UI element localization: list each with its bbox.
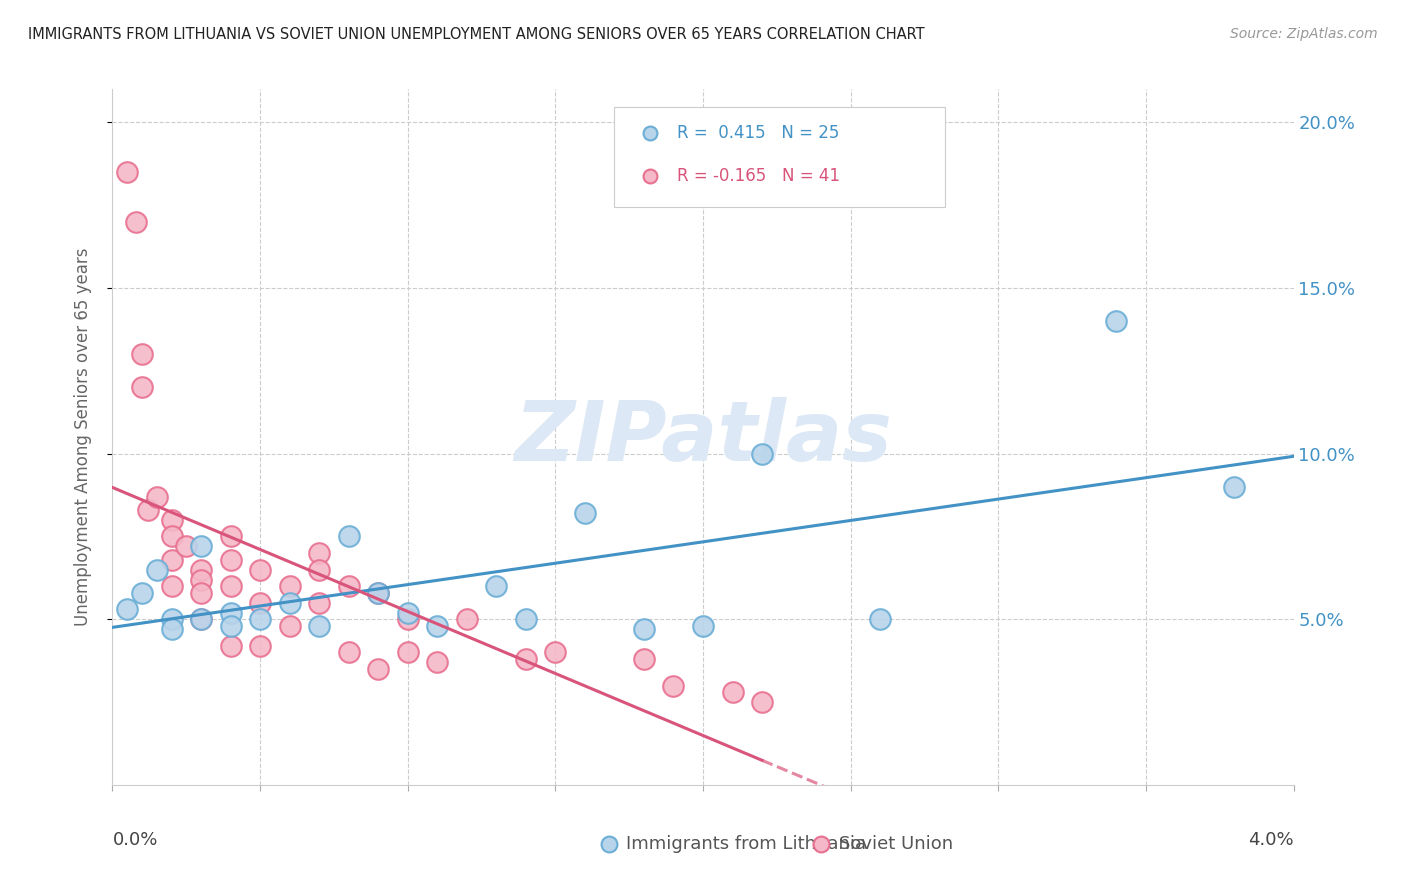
Point	[160, 513, 183, 527]
Point	[633, 652, 655, 666]
Point	[146, 490, 169, 504]
Point	[662, 679, 685, 693]
Point	[136, 503, 159, 517]
Point	[249, 612, 271, 626]
Point	[117, 602, 138, 616]
Point	[308, 596, 330, 610]
Point	[396, 645, 419, 659]
Point	[278, 619, 301, 633]
Point	[278, 596, 301, 610]
Point	[249, 596, 271, 610]
Point	[278, 579, 301, 593]
Point	[515, 652, 537, 666]
Text: Soviet Union: Soviet Union	[839, 835, 953, 853]
Point	[131, 380, 153, 394]
Point	[396, 612, 419, 626]
Point	[131, 347, 153, 361]
Point	[485, 579, 508, 593]
Point	[308, 546, 330, 560]
Point	[219, 606, 242, 620]
Point	[160, 622, 183, 636]
Point	[219, 529, 242, 543]
Point	[574, 506, 596, 520]
Text: 0.0%: 0.0%	[112, 831, 157, 849]
Point	[190, 612, 212, 626]
Point	[131, 586, 153, 600]
Point	[633, 622, 655, 636]
Text: IMMIGRANTS FROM LITHUANIA VS SOVIET UNION UNEMPLOYMENT AMONG SENIORS OVER 65 YEA: IMMIGRANTS FROM LITHUANIA VS SOVIET UNIO…	[28, 27, 925, 42]
Point	[219, 619, 242, 633]
Point	[367, 586, 389, 600]
Point	[160, 612, 183, 626]
Point	[337, 529, 360, 543]
Point	[219, 639, 242, 653]
Point	[219, 579, 242, 593]
Point	[515, 612, 537, 626]
Text: R = -0.165   N = 41: R = -0.165 N = 41	[678, 167, 839, 186]
Point	[249, 639, 271, 653]
Point	[160, 529, 183, 543]
Text: Immigrants from Lithuania: Immigrants from Lithuania	[626, 835, 866, 853]
Point	[308, 619, 330, 633]
Text: 4.0%: 4.0%	[1249, 831, 1294, 849]
Point	[1105, 314, 1128, 328]
Point	[308, 563, 330, 577]
Point	[869, 612, 891, 626]
Text: R =  0.415   N = 25: R = 0.415 N = 25	[678, 124, 839, 142]
Point	[125, 215, 148, 229]
Point	[396, 606, 419, 620]
Point	[751, 695, 773, 709]
Text: ZIPatlas: ZIPatlas	[515, 397, 891, 477]
Point	[190, 612, 212, 626]
Point	[190, 573, 212, 587]
FancyBboxPatch shape	[614, 106, 945, 208]
Point	[544, 645, 567, 659]
Point	[367, 586, 389, 600]
Point	[160, 552, 183, 566]
Y-axis label: Unemployment Among Seniors over 65 years: Unemployment Among Seniors over 65 years	[73, 248, 91, 626]
Point	[367, 662, 389, 676]
Point	[249, 563, 271, 577]
Point	[190, 540, 212, 554]
Point	[190, 563, 212, 577]
Point	[337, 645, 360, 659]
Point	[190, 586, 212, 600]
Text: Source: ZipAtlas.com: Source: ZipAtlas.com	[1230, 27, 1378, 41]
Point	[219, 552, 242, 566]
Point	[117, 165, 138, 179]
Point	[426, 619, 449, 633]
Point	[426, 656, 449, 670]
Point	[174, 540, 197, 554]
Point	[146, 563, 169, 577]
Point	[721, 685, 744, 699]
Point	[692, 619, 714, 633]
Point	[160, 579, 183, 593]
Point	[751, 447, 773, 461]
Point	[337, 579, 360, 593]
Point	[456, 612, 478, 626]
Point	[1223, 480, 1246, 494]
